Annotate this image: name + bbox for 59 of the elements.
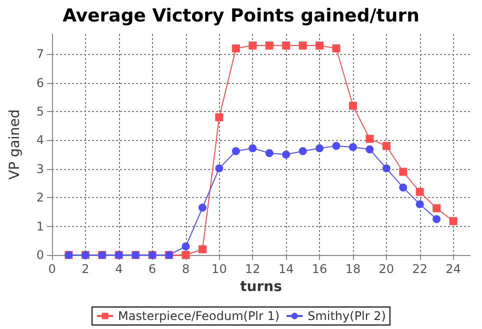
x-tick-label: 14 — [278, 262, 294, 276]
point — [316, 41, 324, 50]
x-axis-title: turns — [240, 278, 282, 295]
point — [416, 188, 424, 196]
point — [198, 204, 206, 212]
point — [232, 44, 240, 52]
point — [182, 251, 190, 259]
y-axis-title: VP gained — [7, 109, 23, 180]
point — [449, 217, 458, 226]
x-tick-label: 0 — [48, 262, 56, 276]
point — [399, 168, 408, 176]
x-tick-label: 22 — [412, 262, 428, 276]
y-tick-label: 3 — [36, 162, 44, 176]
x-tick-label: 4 — [115, 262, 123, 276]
y-tick-label: 0 — [36, 248, 44, 262]
point — [298, 41, 307, 50]
point — [366, 145, 374, 154]
point — [348, 102, 357, 110]
x-tick-label: 2 — [82, 262, 90, 276]
y-tick-label: 7 — [36, 47, 44, 62]
x-tick-label: 10 — [212, 262, 227, 276]
x-tick-label: 6 — [148, 262, 156, 276]
point — [215, 113, 224, 122]
point — [248, 41, 257, 50]
y-tick-label: 1 — [36, 219, 44, 234]
point — [232, 147, 240, 156]
point — [432, 215, 441, 224]
x-tick-label: 18 — [345, 262, 361, 276]
x-tick-label: 8 — [182, 262, 190, 276]
y-tick-label: 5 — [36, 104, 44, 118]
point — [298, 147, 307, 156]
y-tick-label: 2 — [36, 190, 44, 205]
point — [282, 41, 290, 50]
point — [366, 134, 374, 143]
point — [265, 149, 274, 158]
point — [348, 143, 357, 152]
chart-title: Average Victory Points gained/turn — [62, 6, 420, 26]
point — [248, 144, 257, 152]
point — [416, 200, 424, 208]
point — [332, 142, 340, 150]
y-tick-label: 4 — [36, 133, 44, 148]
point — [182, 242, 190, 250]
point — [399, 184, 408, 192]
x-tick-label: 12 — [245, 262, 260, 276]
legend-label: Masterpiece/Feodum(Plr 1) — [118, 309, 280, 323]
y-tick-label: 6 — [36, 76, 44, 90]
x-tick-label: 16 — [312, 262, 328, 276]
point — [432, 204, 441, 212]
point — [332, 44, 340, 52]
x-tick-label: 24 — [446, 262, 461, 276]
x-tick-label: 20 — [378, 262, 394, 276]
point — [282, 150, 290, 159]
point — [265, 41, 274, 50]
point — [215, 164, 224, 172]
point — [198, 245, 206, 254]
point — [382, 142, 390, 150]
point — [316, 144, 324, 152]
point — [382, 164, 390, 172]
legend-label: Smithy(Plr 2) — [308, 309, 386, 323]
